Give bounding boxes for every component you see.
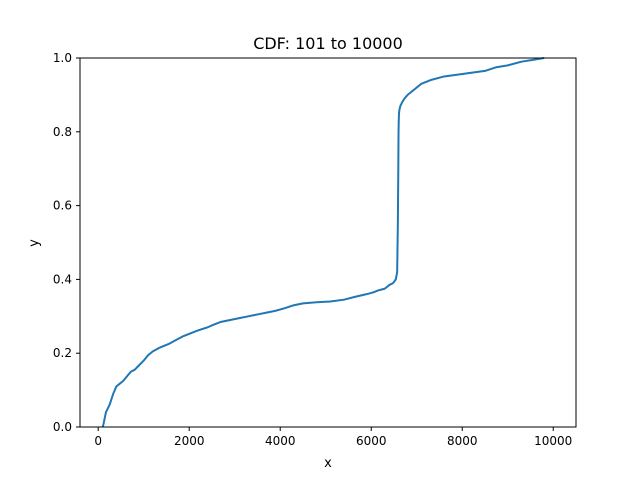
plot-area: 0 2000 4000 6000 8000 10000 0.0 0.2 0.4 0.6 0.8 1.0 (53, 51, 577, 448)
y-tick-label: 0.8 (53, 125, 72, 139)
x-tick-label: 0 (94, 434, 102, 448)
x-tick-label: 10000 (534, 434, 572, 448)
x-tick-label: 2000 (174, 434, 205, 448)
x-axis-label: x (324, 456, 332, 471)
y-tick-label: 1.0 (53, 51, 72, 65)
axes-frame (79, 57, 577, 428)
x-tick-label: 6000 (356, 434, 387, 448)
x-tick-label: 8000 (447, 434, 478, 448)
y-tick-label: 0.0 (53, 420, 72, 434)
x-tick-label: 4000 (265, 434, 296, 448)
y-tick-label: 0.4 (53, 272, 72, 286)
series-line-0 (101, 57, 545, 428)
chart-title: CDF: 101 to 10000 (253, 34, 403, 53)
y-tick-label: 0.6 (53, 199, 72, 213)
y-tick-label: 0.2 (53, 346, 72, 360)
y-axis-label: y (27, 239, 42, 247)
